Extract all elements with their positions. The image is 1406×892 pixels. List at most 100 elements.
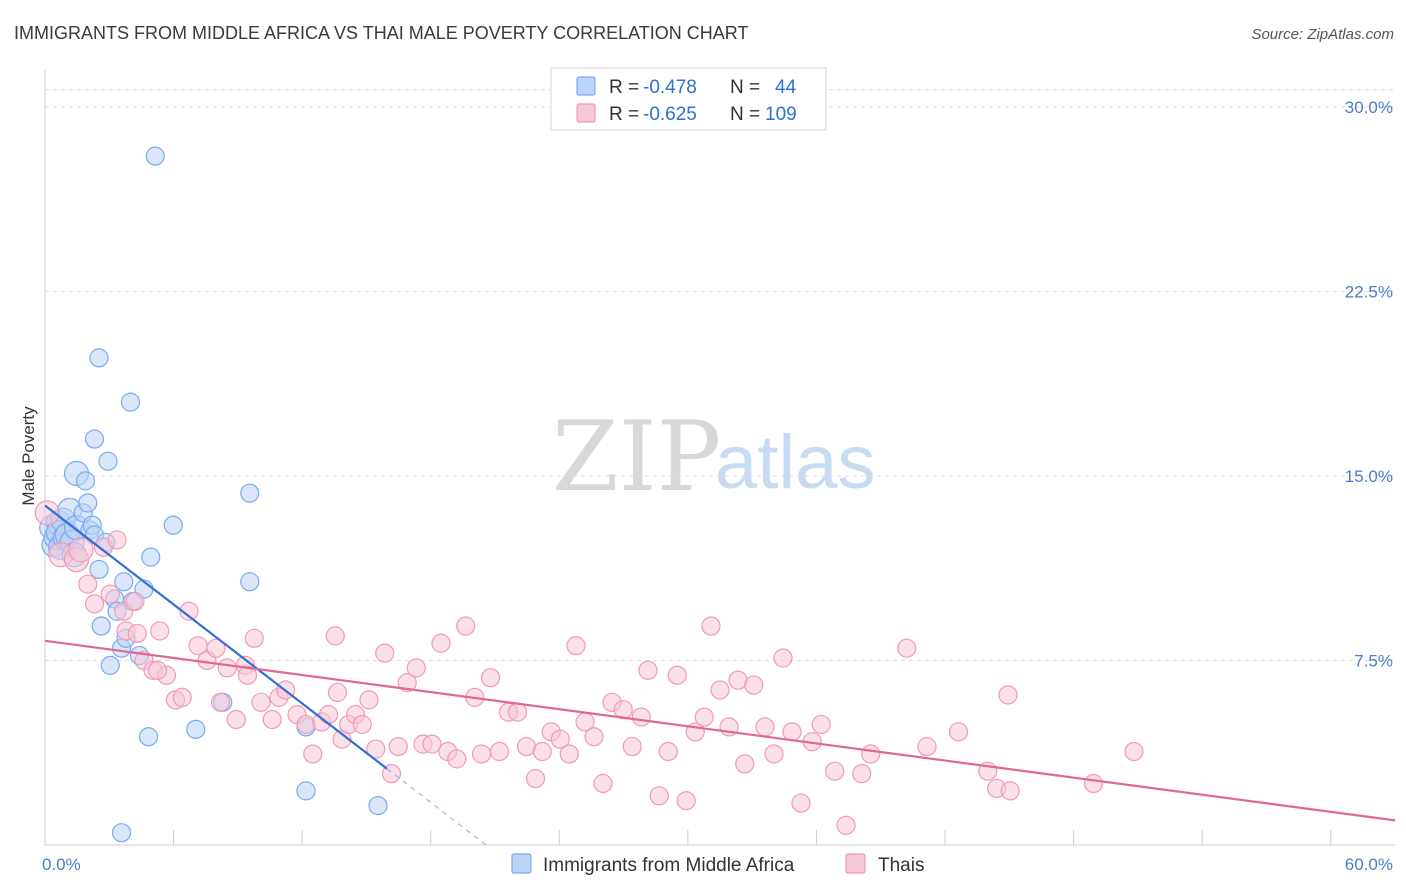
point-thais-77 (676, 791, 696, 811)
stats-legend-swatch-middle-africa (576, 76, 596, 96)
point-thais-46 (406, 658, 426, 678)
point-thais-80 (701, 616, 721, 636)
point-middle-africa-39 (163, 515, 183, 535)
point-thais-109 (237, 665, 258, 685)
point-thais-87 (764, 744, 784, 764)
axes (44, 70, 1395, 846)
point-thais-44 (388, 736, 408, 757)
point-thais-102 (998, 685, 1018, 705)
point-thais-6 (107, 530, 127, 550)
point-thais-60 (525, 768, 546, 789)
point-thais-0 (34, 500, 60, 526)
stats-legend: R = -0.478 N = 44 R = -0.625 N = 109 (550, 67, 827, 131)
point-thais-93 (825, 761, 845, 781)
point-thais-97 (897, 638, 917, 658)
point-thais-86 (755, 717, 775, 737)
point-thais-61 (532, 741, 552, 762)
point-middle-africa-22 (91, 616, 111, 636)
point-thais-22 (217, 658, 237, 678)
point-thais-27 (262, 709, 282, 730)
stats-legend-swatch-thais (576, 103, 596, 123)
point-middle-africa-31 (120, 392, 141, 412)
point-thais-106 (68, 537, 94, 563)
point-thais-110 (327, 682, 348, 703)
point-thais-88 (773, 648, 793, 668)
point-thais-34 (318, 705, 339, 725)
bottom-legend-swatch-middle-africa (511, 853, 532, 874)
point-middle-africa-38 (89, 348, 109, 368)
point-thais-4 (84, 594, 105, 614)
stats-legend-n-value-0: 44 (775, 77, 797, 98)
point-thais-103 (1000, 781, 1020, 801)
point-thais-99 (948, 722, 969, 742)
point-thais-16 (172, 687, 192, 707)
point-middle-africa-29 (114, 572, 134, 592)
point-thais-68 (593, 773, 613, 794)
point-middle-africa-35 (138, 727, 159, 747)
x-tick-label-1: 60.0% (1345, 855, 1393, 874)
point-middle-africa-15 (75, 471, 96, 491)
point-thais-58 (507, 702, 528, 722)
trend-lines (44, 504, 1396, 846)
point-thais-45 (397, 673, 417, 693)
bottom-legend: Immigrants from Middle Africa Thais (511, 853, 924, 876)
trend-line-thais (44, 639, 1396, 822)
point-thais-98 (917, 736, 937, 757)
point-thais-42 (375, 643, 395, 663)
point-thais-32 (303, 744, 323, 764)
point-thais-20 (206, 638, 226, 658)
point-middle-africa-24 (98, 451, 118, 471)
point-thais-85 (744, 675, 764, 695)
point-thais-63 (550, 729, 570, 749)
stats-legend-n-label-1: N = (730, 104, 760, 125)
point-middle-africa-36 (141, 547, 161, 567)
point-thais-67 (584, 727, 604, 747)
point-thais-92 (811, 714, 831, 735)
point-thais-54 (471, 744, 492, 764)
point-thais-56 (489, 741, 510, 762)
stats-legend-r-value-1: -0.625 (643, 104, 697, 125)
point-thais-9 (125, 591, 145, 612)
point-middle-africa-16 (78, 493, 98, 513)
watermark-zip: ZIP (552, 401, 721, 513)
point-thais-49 (431, 633, 451, 653)
point-thais-104 (1083, 773, 1104, 794)
point-thais-65 (566, 636, 586, 656)
point-thais-13 (150, 621, 170, 641)
point-middle-africa-21 (89, 559, 109, 580)
point-thais-75 (658, 741, 678, 762)
bottom-legend-swatch-thais (845, 853, 866, 874)
bottom-legend-label-thais: Thais (878, 855, 924, 876)
watermark-atlas: atlas (715, 420, 876, 505)
point-thais-84 (735, 754, 755, 774)
y-tick-labels: 7.5% 15.0% 22.5% 30.0% (1345, 98, 1393, 671)
x-tick-labels: 0.0% 60.0% (42, 855, 1393, 874)
point-middle-africa-43 (240, 572, 260, 592)
stats-legend-n-label-0: N = (730, 77, 760, 98)
y-tick-label-1: 15.0% (1345, 467, 1393, 486)
point-thais-31 (296, 714, 316, 735)
bottom-legend-label-middle-africa: Immigrants from Middle Africa (543, 855, 795, 876)
point-thais-35 (325, 626, 345, 646)
y-tick-label-0: 7.5% (1354, 651, 1393, 670)
point-thais-10 (127, 623, 147, 644)
stats-legend-r-label-1: R = (609, 104, 639, 125)
stats-legend-r-value-0: -0.478 (643, 77, 697, 98)
point-thais-95 (852, 764, 872, 784)
point-thais-64 (559, 744, 579, 764)
stats-legend-n-value-1: 109 (765, 104, 797, 125)
trend-line-middle-africa-extension (386, 768, 487, 846)
point-thais-21 (210, 692, 231, 712)
point-thais-23 (226, 709, 246, 730)
point-thais-79 (694, 707, 714, 727)
chart-title: IMMIGRANTS FROM MIDDLE AFRICA VS THAI MA… (14, 23, 748, 43)
series-thais-points (34, 500, 1144, 835)
point-thais-3 (78, 574, 98, 594)
point-middle-africa-45 (296, 781, 316, 801)
point-thais-52 (456, 616, 476, 636)
point-middle-africa-47 (111, 823, 132, 843)
point-middle-africa-42 (240, 483, 260, 503)
point-thais-105 (1124, 741, 1144, 762)
point-thais-71 (622, 736, 642, 757)
